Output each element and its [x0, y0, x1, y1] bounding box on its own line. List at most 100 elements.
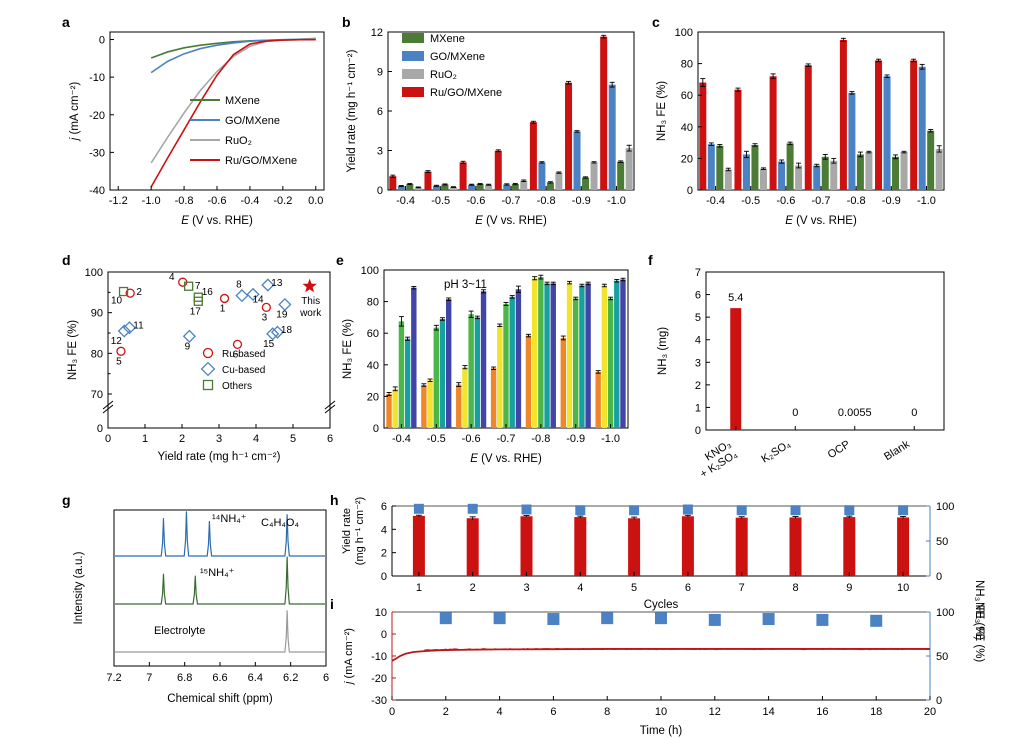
bar-ph-7--0.4	[399, 321, 404, 428]
bar-value-label-0: 5.4	[728, 292, 743, 304]
x-tick-label: -1.2	[109, 195, 128, 207]
x-tick-label-group-2: OCP	[826, 438, 853, 461]
bar-mxene--1.0	[617, 162, 624, 190]
panel-b-label: b	[342, 14, 351, 30]
this-work-label-2: work	[299, 308, 322, 319]
bar-ph-3--0.5	[421, 385, 426, 428]
scatter-label-10: 10	[111, 296, 123, 307]
bar-ruo2--1.0	[626, 148, 633, 190]
y2-tick-label: 0	[936, 695, 942, 707]
bar-mxene--0.4	[716, 146, 723, 190]
fe-marker-4	[601, 612, 613, 624]
bar-ruo2--0.8	[555, 173, 562, 190]
y-tick-label: 80	[91, 348, 103, 360]
bar-ph-3--0.4	[386, 394, 391, 428]
panel-d-label: d	[62, 252, 71, 268]
yield-bar-9	[843, 517, 855, 576]
bar-value-label-2: 0.0055	[838, 407, 872, 419]
x-tick-label-line1: OCP	[826, 438, 853, 461]
bar-ph-11--0.6	[481, 291, 486, 428]
fe-marker-1	[440, 612, 452, 624]
bar-0	[730, 308, 741, 430]
nmr-trace-2	[115, 611, 325, 652]
panel-g-xlabel: Chemical shift (ppm)	[167, 693, 273, 705]
y-tick-label: 80	[681, 59, 693, 71]
bar-ph-11--0.4	[411, 288, 416, 428]
legend-marker-2	[204, 381, 213, 390]
bar-ph-9--0.8	[544, 283, 549, 428]
x-tick-label: 6	[685, 582, 691, 594]
legend-label-1: GO/MXene	[430, 51, 485, 63]
panel-f-plot: 012345675.4KNO₃+ K₂SO₄0K₂SO₄0.0055OCP0Bl…	[648, 252, 958, 488]
panel-b-plot: -0.4 -0.5 -0.6 -0.7 -0.8 -0.9 -1.0 0 3 6 9 12 E (V v…	[342, 14, 642, 242]
x-tick-label: -0.9	[566, 433, 585, 445]
panel-e-plot: -0.4 -0.5 -0.6 -0.7 -0.8 -0.9 -1.0 0 20 40 60 80 100…	[336, 252, 636, 480]
scatter-label-16: 16	[202, 287, 214, 298]
y-tick-label: 2	[695, 380, 701, 392]
bar-ph-7--0.9	[573, 298, 578, 428]
bar-mxene--0.5	[751, 145, 758, 190]
bar-go-mxene--1.0	[919, 67, 926, 190]
legend-label-1: Cu-based	[222, 365, 265, 376]
panel-i-ylabel-right: NH₃ FE (%)	[973, 602, 985, 662]
bar-go-mxene--1.0	[609, 85, 616, 190]
bar-ruo2--0.5	[760, 169, 767, 190]
y-tick-label: 0	[377, 185, 383, 197]
y-tick-label: 0	[695, 425, 701, 437]
bar-ph-3--0.6	[456, 385, 461, 428]
panel-i-label: i	[330, 596, 334, 612]
x-tick-label: 5	[631, 582, 637, 594]
panel-c-plot: -0.4 -0.5 -0.6 -0.7 -0.8 -0.9 -1.0 0 20 40 60 80 100…	[652, 14, 952, 242]
panel-e-label: e	[336, 252, 344, 268]
y-tick-label: -20	[371, 673, 387, 685]
y-tick-label: 90	[91, 308, 103, 320]
bar-ph-3--1.0	[595, 372, 600, 428]
scatter-label-12: 12	[111, 336, 123, 347]
scatter-label-13: 13	[271, 278, 283, 289]
y-tick-label: 60	[681, 90, 693, 102]
y-tick-label: 3	[695, 357, 701, 369]
y-tick-label: 12	[371, 27, 383, 39]
y-tick-label: 6	[381, 501, 387, 513]
bar-ruo2--0.9	[591, 162, 598, 190]
scatter-label-14: 14	[252, 294, 264, 305]
y-tick-label: 100	[85, 267, 103, 279]
yield-bar-3	[521, 516, 533, 576]
bar-ru-go-mxene--0.9	[565, 83, 572, 190]
x-tick-label: 2	[179, 433, 185, 445]
bar-go-mxene--0.7	[813, 166, 820, 190]
bar-ru-go-mxene--0.8	[530, 122, 537, 190]
x-tick-label: 6	[550, 706, 556, 718]
panel-i-ylabel: j (mA cm⁻²)	[343, 628, 355, 686]
bar-ph-11--1.0	[620, 279, 625, 428]
panel-h-plot: 1 2 3 4 5 6 7 8 9 100246050100CyclesYield rate (mg…	[330, 492, 1020, 610]
panel-i-plot: 0 2 4 6 8 10 12 14 16 18 20100-10-20-30 050100Time …	[330, 596, 1020, 736]
x-tick-label: 0.0	[308, 195, 323, 207]
fe-marker-8	[816, 614, 828, 626]
panel-d-plot: 0 1 2 3 4 5 670809010001234567 8910111213141516…	[62, 252, 342, 480]
x-tick-label: -0.4	[706, 195, 725, 207]
legend-label-2: RuO₂	[225, 135, 252, 147]
yield-bar-4	[574, 517, 586, 576]
y-tick-label: 0	[373, 423, 379, 435]
bar-ph-5--0.5	[427, 380, 432, 428]
x-tick-label-group-1: K₂SO₄	[759, 438, 793, 465]
y-tick-label: 0	[381, 571, 387, 583]
x-tick-label: 6.4	[248, 672, 263, 684]
x-tick-label: -0.4	[240, 195, 259, 207]
scatter-label-17: 17	[190, 306, 202, 317]
bar-ph-5--0.4	[393, 389, 398, 428]
x-tick-label: 2	[470, 582, 476, 594]
bar-ru-go-mxene--0.7	[805, 65, 812, 190]
bar-mxene--0.9	[892, 157, 899, 190]
x-tick-label: 2	[443, 706, 449, 718]
bar-go-mxene--0.9	[884, 76, 891, 190]
bar-ru-go-mxene--0.7	[495, 151, 502, 190]
y-tick-label: 60	[367, 328, 379, 340]
scatter-label-3: 3	[262, 312, 268, 323]
panel-c-xlabel: E (V vs. RHE)	[785, 215, 857, 227]
y-tick-label: 4	[381, 524, 387, 536]
x-tick-label: 6	[327, 433, 333, 445]
y-tick-label: 10	[375, 607, 387, 619]
bar-ph-7--0.5	[434, 328, 439, 428]
